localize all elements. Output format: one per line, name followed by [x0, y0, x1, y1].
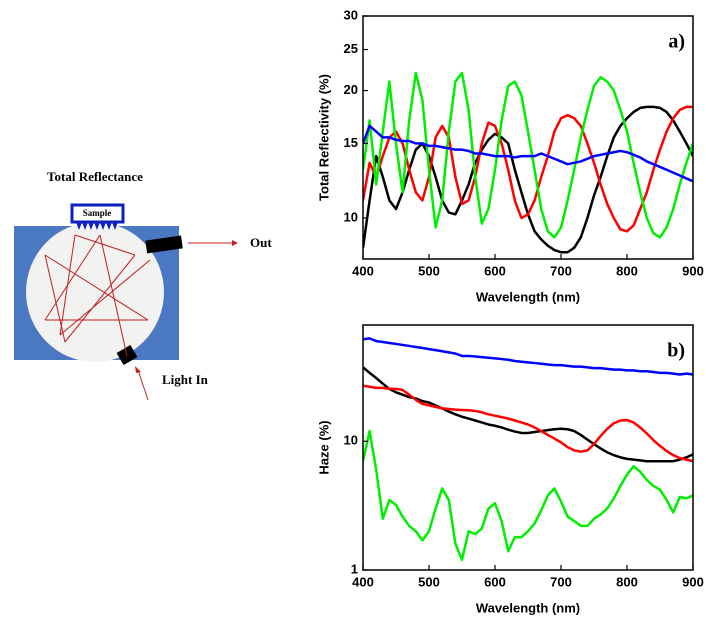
y-axis-title: Haze (%)	[316, 420, 331, 474]
data-line	[363, 384, 693, 463]
diagram: Total Reflectance Sample Out Light In	[14, 169, 272, 401]
x-tick-label: 900	[682, 263, 704, 278]
in-arrow	[137, 369, 149, 401]
plot-frame	[362, 15, 694, 260]
in-arrow-head	[135, 366, 141, 373]
data-line	[363, 429, 693, 562]
panel-label: a)	[668, 31, 685, 53]
x-axis-title: Wavelength (nm)	[476, 600, 580, 615]
diagram-title: Total Reflectance	[47, 169, 143, 184]
x-tick-label: 400	[352, 574, 374, 589]
y-axis-title: Total Reflectivity (%)	[316, 74, 331, 201]
light-in-label: Light In	[162, 372, 209, 387]
x-tick-label: 800	[616, 263, 638, 278]
data-line	[363, 124, 693, 183]
integrating-sphere	[26, 222, 164, 362]
plot-area	[363, 71, 693, 254]
out-label: Out	[250, 235, 272, 250]
y-tick-label: 30	[344, 7, 358, 22]
sample-label: Sample	[83, 208, 112, 218]
panel-label: b)	[667, 340, 685, 362]
y-tick-label: 25	[344, 41, 358, 56]
plot-frame	[362, 324, 694, 571]
y-tick-label: 1	[351, 561, 358, 576]
x-tick-label: 700	[550, 574, 572, 589]
data-line	[363, 366, 693, 463]
data-line	[363, 71, 693, 239]
y-tick-label: 10	[344, 209, 358, 224]
x-tick-label: 600	[484, 574, 506, 589]
y-tick-label: 20	[344, 82, 358, 97]
out-arrow-head	[232, 240, 238, 246]
data-line	[363, 337, 693, 376]
x-tick-label: 800	[616, 574, 638, 589]
x-tick-label: 500	[418, 263, 440, 278]
out-port	[145, 235, 183, 254]
x-axis-title: Wavelength (nm)	[476, 289, 580, 304]
x-tick-label: 700	[550, 263, 572, 278]
y-tick-label: 10	[344, 433, 358, 448]
x-tick-label: 900	[682, 574, 704, 589]
plot-area	[363, 337, 693, 562]
x-tick-label: 400	[352, 263, 374, 278]
x-tick-label: 500	[418, 574, 440, 589]
data-line	[363, 105, 693, 233]
light-rays	[44, 234, 151, 357]
sample-teeth	[76, 222, 118, 230]
y-tick-label: 15	[344, 135, 358, 150]
x-tick-label: 600	[484, 263, 506, 278]
